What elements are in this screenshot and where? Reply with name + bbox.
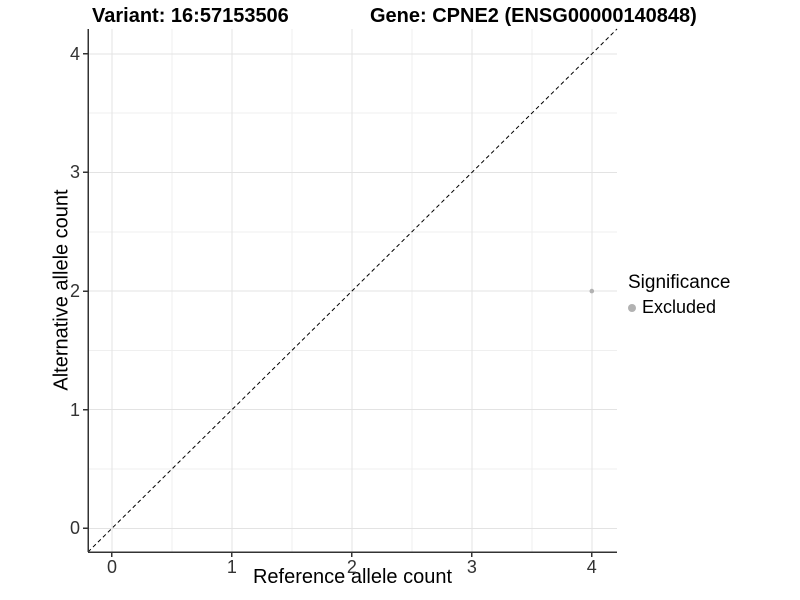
y-tick-label: 4 bbox=[69, 43, 80, 64]
x-tick-label: 3 bbox=[466, 557, 477, 577]
legend-title: Significance bbox=[628, 272, 731, 293]
legend-item-label: Excluded bbox=[642, 297, 717, 317]
x-tick-label: 4 bbox=[586, 557, 597, 577]
legend-point-icon bbox=[628, 303, 636, 312]
plot-title-gene: Gene: CPNE2 (ENSG00000140848) bbox=[370, 5, 697, 27]
x-axis-title: Reference allele count bbox=[252, 566, 452, 588]
legend-item-excluded: Excluded bbox=[628, 297, 730, 318]
x-tick-label: 2 bbox=[346, 557, 357, 577]
y-tick-label: 3 bbox=[69, 162, 80, 183]
x-tick-label: 0 bbox=[106, 557, 117, 577]
y-tick-label: 2 bbox=[69, 281, 80, 302]
legend: Significance Excluded bbox=[628, 272, 730, 318]
y-tick-label: 1 bbox=[69, 399, 80, 420]
y-tick-label: 0 bbox=[69, 518, 80, 539]
x-tick-label: 1 bbox=[226, 557, 237, 577]
data-point bbox=[589, 288, 595, 294]
plot-title-variant: Variant: 16:57153506 bbox=[92, 5, 289, 27]
